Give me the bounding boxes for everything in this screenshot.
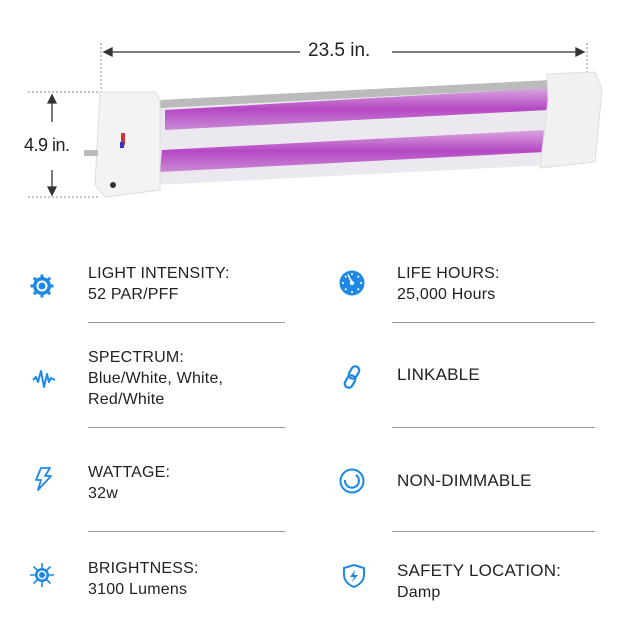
gauge-icon [339, 270, 365, 296]
divider [392, 427, 595, 428]
divider [88, 427, 285, 428]
spectrum-value-line2: Red/White [88, 391, 165, 408]
divider [88, 322, 285, 323]
non-dimmable-label: NON-DIMMABLE [397, 471, 532, 490]
divider [88, 531, 285, 532]
wattage-value: 32w [88, 485, 118, 502]
life-hours-value: 25,000 Hours [397, 286, 496, 303]
wave-icon [32, 370, 56, 388]
height-dimension-label: 4.9 in. [24, 135, 70, 156]
linkable-label: LINKABLE [397, 365, 480, 384]
grow-light-product-image [28, 43, 603, 198]
divider [392, 531, 595, 532]
spectrum-value: Blue/White, White, [88, 370, 224, 387]
link-icon [343, 365, 361, 389]
spectrum-label: SPECTRUM: [88, 349, 185, 366]
gear-sun-icon [29, 273, 55, 299]
lightning-icon [35, 467, 52, 491]
safety-location-label: SAFETY LOCATION: [397, 561, 562, 580]
sun-icon [30, 563, 54, 587]
divider [392, 322, 595, 323]
life-hours-label: LIFE HOURS: [397, 265, 500, 282]
brightness-label: BRIGHTNESS: [88, 560, 199, 577]
circle-icon [339, 468, 365, 494]
shield-bolt-icon [343, 563, 365, 589]
brightness-value: 3100 Lumens [88, 581, 188, 598]
wattage-label: WATTAGE: [88, 464, 171, 481]
light-intensity-value: 52 PAR/PFF [88, 286, 179, 303]
width-dimension-label: 23.5 in. [304, 40, 375, 62]
light-intensity-label: LIGHT INTENSITY: [88, 265, 230, 282]
safety-location-value: Damp [397, 584, 441, 601]
